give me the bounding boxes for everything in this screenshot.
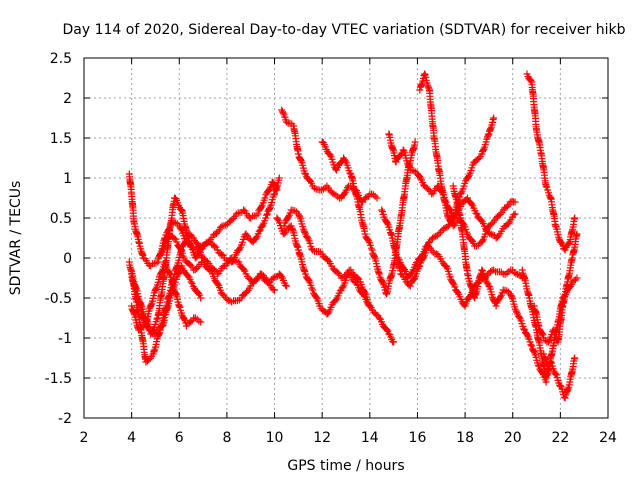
x-tick-label: 8 [222, 430, 231, 446]
data-point-markers [159, 230, 290, 306]
x-axis-label: GPS time / hours [287, 458, 404, 474]
data-point-markers [449, 182, 550, 386]
y-tick-label: 2.5 [50, 51, 72, 67]
series-sat-s [540, 274, 581, 374]
series-sat-e [130, 262, 205, 338]
y-axis: -2 -1.5 -1 -0.5 0 0.5 1 1.5 2 2.5 [45, 51, 608, 427]
x-tick-label: 18 [456, 430, 474, 446]
data-point-markers [280, 206, 398, 346]
x-tick-label: 24 [599, 430, 617, 446]
y-tick-label: -1.5 [45, 371, 72, 387]
series-sat-p [523, 70, 579, 254]
y-tick-label: 0 [63, 251, 72, 267]
x-tick-label: 14 [361, 430, 379, 446]
y-tick-label: -0.5 [45, 291, 72, 307]
plot-frame [83, 57, 609, 419]
data-point-markers [523, 70, 579, 254]
y-tick-label: 1 [63, 171, 72, 187]
data-point-markers [540, 274, 581, 374]
x-tick-label: 20 [504, 430, 522, 446]
x-tick-label: 10 [266, 430, 284, 446]
y-tick-label: 1.5 [50, 131, 72, 147]
x-tick-label: 2 [80, 430, 89, 446]
y-tick-label: 2 [63, 91, 72, 107]
x-axis: 2 4 6 8 10 12 14 16 18 20 22 24 [80, 58, 617, 446]
series-sat-f [159, 230, 290, 306]
series-sat-i [280, 206, 398, 346]
chart-title: Day 114 of 2020, Sidereal Day-to-day VTE… [63, 22, 626, 38]
y-tick-label: -1 [58, 331, 72, 347]
x-tick-label: 12 [313, 430, 331, 446]
series-sat-o [449, 182, 550, 386]
y-tick-label: -2 [58, 411, 72, 427]
x-tick-label: 22 [551, 430, 569, 446]
y-axis-label: SDTVAR / TECUs [8, 181, 24, 296]
data-point-markers [278, 106, 381, 206]
data-point-markers [273, 214, 374, 318]
x-tick-label: 6 [175, 430, 184, 446]
y-tick-label: 0.5 [50, 211, 72, 227]
x-tick-label: 4 [127, 430, 136, 446]
series-sat-l [416, 70, 519, 250]
x-tick-label: 16 [409, 430, 427, 446]
series-sat-g [278, 106, 381, 206]
series-sat-h [273, 214, 374, 318]
data-point-markers [130, 262, 205, 338]
data-marks [125, 70, 581, 402]
data-point-markers [416, 70, 519, 250]
